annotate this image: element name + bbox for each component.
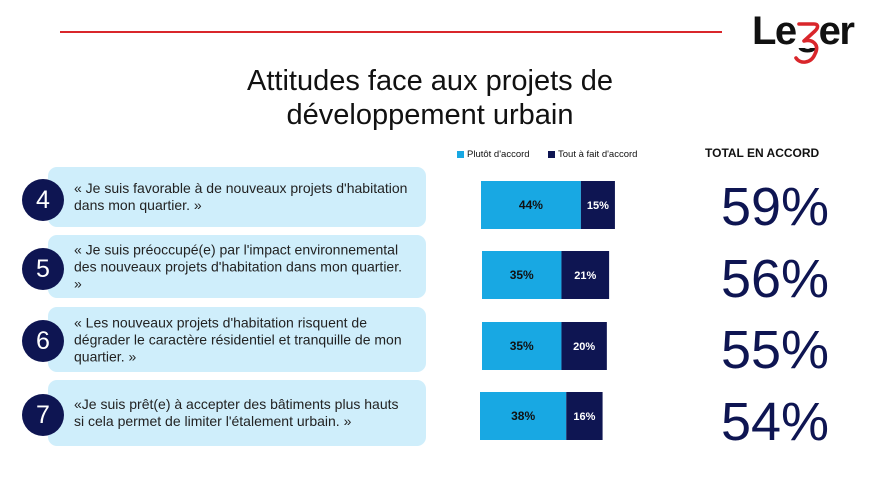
legend-label-tout-a-fait: Tout à fait d'accord: [558, 149, 638, 160]
bar-segment-plutot-1: [481, 181, 581, 229]
bar-segment-plutot-3: [482, 322, 562, 370]
total-value-5: 56%: [720, 249, 830, 309]
legend-swatch-plutot: [457, 151, 464, 158]
legend-item-tout-a-fait: Tout à fait d'accord: [548, 149, 637, 160]
bar-segment-plutot-2: [482, 251, 562, 299]
total-value-7: 54%: [720, 392, 830, 452]
statement-box-7: «Je suis prêt(e) à accepter des bâtiment…: [48, 380, 426, 446]
statement-box-6: « Les nouveaux projets d'habitation risq…: [48, 307, 426, 372]
logo-g-mark: [794, 22, 820, 64]
page-title-line-2: développement urbain: [286, 99, 574, 131]
statement-number-4: 4: [22, 179, 64, 221]
bar-label-plutot-3: 35%: [510, 339, 534, 353]
legend-item-plutot: Plutôt d'accord: [457, 149, 530, 160]
bar-label-plutot-1: 44%: [519, 198, 543, 212]
legend-label-plutot: Plutôt d'accord: [467, 149, 530, 160]
bar-label-plutot-2: 35%: [510, 268, 534, 282]
statement-text-6: « Les nouveaux projets d'habitation risq…: [74, 314, 402, 364]
page-title-line-1: Attitudes face aux projets de: [247, 65, 613, 97]
bar-label-plutot-4: 38%: [511, 409, 535, 423]
bar-segment-tout-a-fait-4: [566, 392, 603, 440]
bar-segment-tout-a-fait-3: [561, 322, 607, 370]
statement-text-7: «Je suis prêt(e) à accepter des bâtiment…: [74, 396, 399, 429]
leger-logo: Leger: [752, 8, 862, 74]
statement-number-5: 5: [22, 248, 64, 290]
header-divider: [60, 31, 722, 33]
total-value-6: 55%: [720, 320, 830, 380]
bar-segment-plutot-4: [480, 392, 567, 440]
statement-box-4: « Je suis favorable à de nouveaux projet…: [48, 167, 426, 227]
statement-number-7: 7: [22, 394, 64, 436]
bar-segment-tout-a-fait-1: [580, 181, 615, 229]
legend-swatch-tout-a-fait: [548, 151, 555, 158]
statement-box-5: « Je suis préoccupé(e) par l'impact envi…: [48, 235, 426, 298]
bar-label-tout-a-fait-1: 15%: [587, 200, 609, 212]
bar-label-tout-a-fait-4: 16%: [573, 411, 595, 423]
statement-text-5: « Je suis préoccupé(e) par l'impact envi…: [74, 241, 403, 291]
bar-label-tout-a-fait-3: 20%: [573, 341, 595, 353]
bar-label-tout-a-fait-2: 21%: [574, 270, 596, 282]
page-title: Attitudes face aux projets de développem…: [140, 64, 720, 132]
bar-segment-tout-a-fait-2: [561, 251, 610, 299]
total-value-4: 59%: [720, 177, 830, 237]
statement-number-6: 6: [22, 320, 64, 362]
statement-text-4: « Je suis favorable à de nouveaux projet…: [74, 180, 408, 213]
total-header: TOTAL EN ACCORD: [705, 146, 820, 160]
